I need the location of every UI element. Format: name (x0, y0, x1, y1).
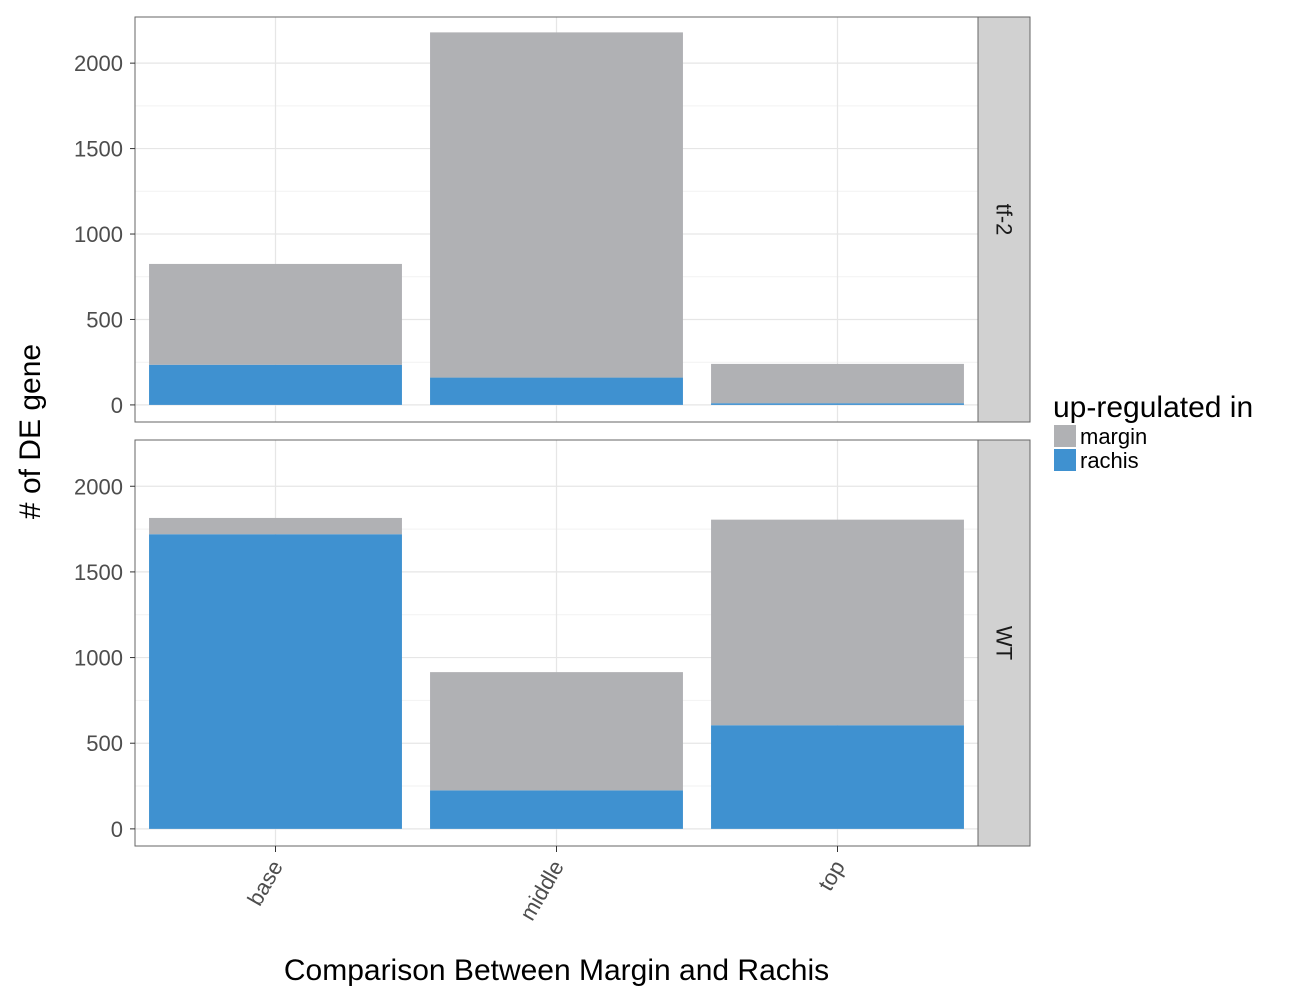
bar-rachis (149, 534, 402, 829)
x-tick-label: middle (515, 856, 569, 925)
facet-strip-label: tf-2 (992, 204, 1017, 236)
bar-margin (711, 363, 964, 404)
y-tick-label: 2000 (74, 474, 123, 499)
legend-label: margin (1080, 424, 1147, 449)
y-tick-label: 0 (111, 817, 123, 842)
bar-rachis (430, 377, 683, 405)
facet-strip-label: WT (992, 626, 1017, 660)
legend-title: up-regulated in (1053, 391, 1253, 424)
bar-rachis (711, 403, 964, 405)
bar-margin (711, 519, 964, 726)
bar-margin (149, 263, 402, 365)
bar-margin (430, 32, 683, 378)
x-tick-label: top (813, 856, 850, 895)
bar-margin (430, 672, 683, 791)
y-tick-label: 1000 (74, 222, 123, 247)
bar-rachis (711, 725, 964, 829)
facet-strip (977, 16, 1031, 423)
x-axis-title: Comparison Between Margin and Rachis (284, 954, 829, 987)
bar-margin (149, 517, 402, 535)
y-tick-label: 1500 (74, 560, 123, 585)
y-tick-label: 500 (86, 731, 123, 756)
bar-rachis (149, 364, 402, 405)
y-axis-title: # of DE gene (14, 344, 47, 519)
y-tick-label: 1000 (74, 646, 123, 671)
legend-key-rachis (1054, 449, 1076, 471)
x-tick-label: base (242, 856, 288, 910)
y-tick-label: 1500 (74, 137, 123, 162)
legend-label: rachis (1080, 448, 1139, 473)
y-tick-label: 500 (86, 307, 123, 332)
y-tick-label: 2000 (74, 51, 123, 76)
y-tick-label: 0 (111, 393, 123, 418)
legend-key-margin (1054, 425, 1076, 447)
facet-strip (977, 439, 1031, 847)
bar-rachis (430, 790, 683, 829)
